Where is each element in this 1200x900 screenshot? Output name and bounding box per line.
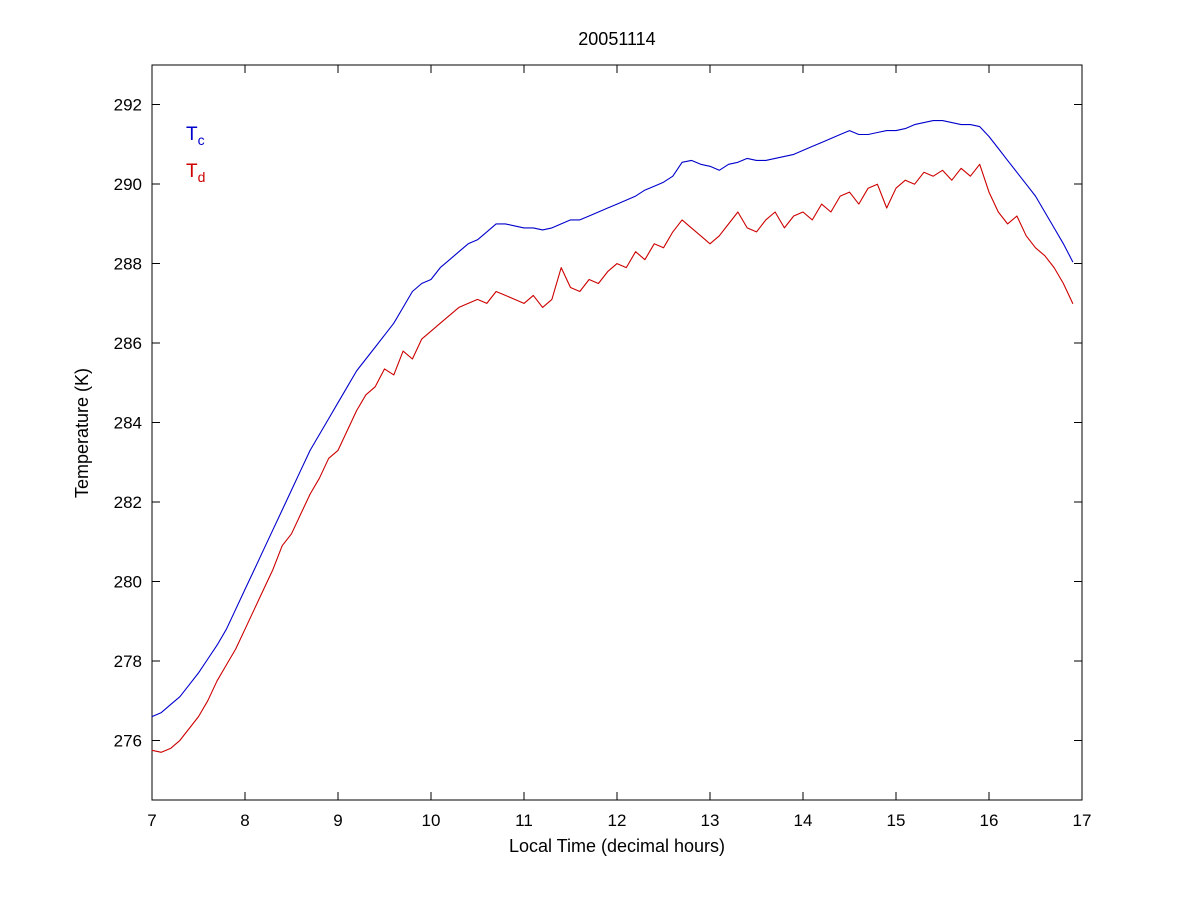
- x-tick-label: 12: [608, 811, 627, 830]
- x-tick-label: 11: [515, 811, 533, 830]
- series-td-line: [151, 163, 1074, 753]
- y-tick-label: 288: [114, 255, 142, 274]
- legend-entry-c: Tc: [186, 124, 205, 148]
- y-ticks: [152, 104, 1082, 741]
- x-tick-label: 10: [422, 811, 441, 830]
- y-axis-label: Temperature (K): [72, 368, 92, 498]
- series-tc-line: [151, 120, 1074, 718]
- x-tick-label: 13: [701, 811, 720, 830]
- y-tick-label: 284: [114, 414, 142, 433]
- y-tick-label: 286: [114, 334, 142, 353]
- y-tick-label: 278: [114, 652, 142, 671]
- chart-title: 20051114: [578, 29, 655, 49]
- x-axis-label: Local Time (decimal hours): [509, 836, 725, 856]
- x-tick-label: 16: [980, 811, 999, 830]
- y-tick-label: 276: [114, 731, 142, 750]
- x-tick-label: 15: [887, 811, 906, 830]
- y-tick-labels: 276 278 280 282 284 286 288 290 292: [114, 96, 142, 751]
- legend-entry-d: Td: [186, 161, 205, 185]
- x-tick-labels: 7 8 9 10 11 12 13 14 15 16 17: [147, 811, 1091, 830]
- y-tick-label: 290: [114, 175, 142, 194]
- legend: Tc Td: [186, 124, 205, 185]
- y-tick-label: 292: [114, 96, 142, 115]
- x-tick-label: 14: [794, 811, 813, 830]
- x-tick-label: 9: [333, 811, 342, 830]
- x-ticks: [151, 65, 1083, 800]
- y-tick-label: 282: [114, 493, 142, 512]
- x-tick-label: 17: [1073, 811, 1092, 830]
- y-tick-label: 280: [114, 572, 142, 591]
- series-lines: [151, 120, 1074, 753]
- plot-border: [151, 64, 1083, 801]
- x-tick-label: 7: [147, 811, 156, 830]
- x-tick-label: 8: [240, 811, 249, 830]
